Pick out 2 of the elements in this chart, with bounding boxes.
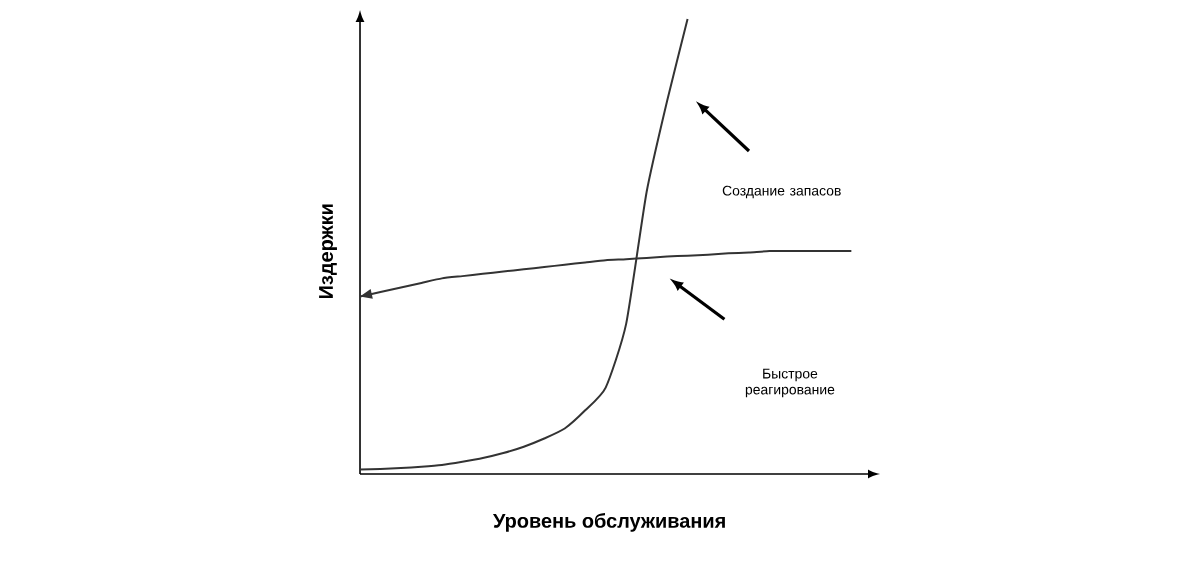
- x-axis-title: Уровень обслуживания: [492, 513, 725, 532]
- y-axis-title: Издержки: [319, 204, 337, 299]
